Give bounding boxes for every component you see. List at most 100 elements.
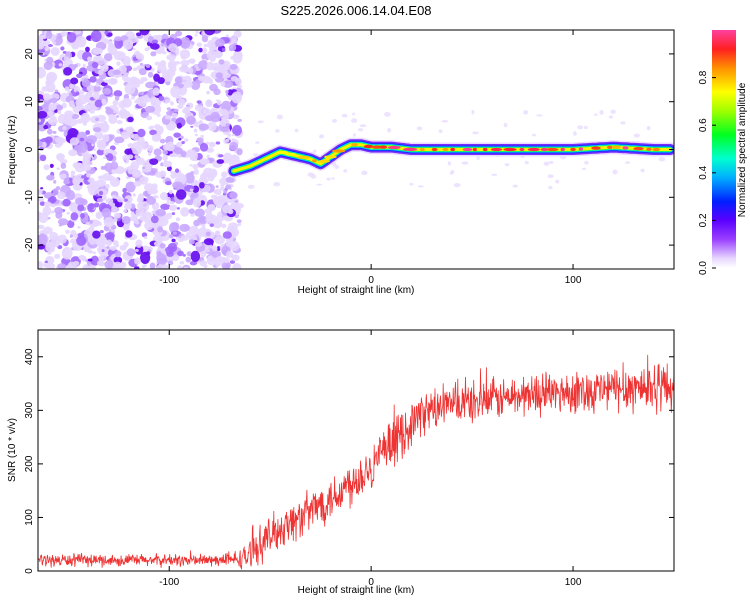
noise-speckle	[78, 254, 86, 261]
noise-speckle	[194, 34, 198, 37]
faint-speckle	[275, 129, 280, 133]
noise-speckle	[96, 149, 105, 156]
faint-speckle	[257, 120, 264, 124]
noise-speckle	[74, 30, 82, 35]
faint-speckle	[633, 133, 640, 138]
noise-speckle	[181, 55, 187, 60]
noise-speckle	[146, 115, 153, 121]
noise-speckle	[87, 249, 94, 254]
faint-speckle	[555, 179, 560, 184]
noise-speckle	[190, 250, 201, 263]
colorbar-tick-label: 0.8	[698, 70, 709, 84]
noise-speckle	[186, 115, 196, 125]
noise-speckle	[174, 168, 180, 173]
noise-speckle	[107, 77, 118, 85]
noise-speckle	[170, 222, 180, 230]
noise-speckle	[84, 104, 92, 111]
noise-speckle	[95, 179, 107, 187]
noise-speckle	[229, 241, 240, 252]
noise-speckle	[199, 158, 210, 165]
noise-speckle	[229, 260, 236, 264]
noise-speckle	[101, 207, 112, 218]
noise-speckle	[196, 100, 202, 104]
noise-speckle	[49, 163, 54, 169]
noise-speckle	[225, 123, 231, 127]
noise-speckle	[43, 93, 51, 101]
ridge-hotspot	[431, 147, 438, 152]
noise-speckle	[47, 117, 58, 126]
faint-speckle	[523, 110, 529, 115]
noise-speckle	[96, 142, 105, 149]
noise-speckle	[143, 183, 155, 192]
noise-speckle	[155, 208, 167, 217]
noise-speckle	[127, 116, 134, 123]
noise-speckle	[53, 180, 57, 184]
ridge-hotspot	[570, 147, 576, 152]
noise-speckle	[95, 57, 107, 66]
noise-speckle	[200, 47, 208, 54]
noise-speckle	[166, 54, 177, 61]
faint-speckle	[646, 125, 651, 131]
noise-speckle	[123, 60, 131, 67]
noise-speckle	[110, 206, 119, 213]
ridge-hotspot	[318, 159, 330, 163]
ridge-hotspot	[419, 147, 425, 152]
faint-speckle	[352, 112, 356, 116]
noise-speckle	[109, 177, 121, 188]
noise-speckle	[225, 250, 234, 259]
noise-speckle	[100, 81, 108, 87]
noise-speckle	[144, 105, 156, 113]
noise-speckle	[134, 257, 141, 265]
noise-speckle	[178, 65, 190, 73]
noise-speckle	[70, 229, 77, 236]
noise-speckle	[46, 74, 56, 85]
noise-speckle	[147, 71, 154, 78]
faint-speckle	[503, 122, 508, 128]
noise-speckle	[231, 254, 240, 262]
noise-speckle	[86, 135, 98, 144]
bottom-y-tick-label: 400	[24, 348, 35, 365]
noise-speckle	[144, 221, 154, 231]
bottom-y-axis: 0 100 200 300 400	[24, 348, 674, 574]
noise-speckle	[48, 103, 57, 111]
noise-speckle	[176, 122, 182, 129]
snr-background	[38, 330, 674, 571]
snr-frame	[37, 329, 675, 572]
noise-speckle	[235, 202, 244, 209]
noise-speckle	[70, 170, 76, 176]
colorbar-gradient	[712, 30, 736, 268]
noise-speckle	[218, 154, 224, 158]
noise-speckle	[40, 34, 48, 40]
ridge-hotspot	[442, 147, 449, 152]
noise-speckle	[89, 219, 93, 224]
noise-speckle	[181, 140, 185, 145]
noise-speckle	[132, 47, 136, 51]
noise-speckle	[211, 171, 217, 176]
noise-speckle	[47, 128, 53, 135]
spectral-ridge-layer	[226, 137, 674, 178]
ridge-hotspot	[490, 147, 503, 152]
noise-speckle	[117, 197, 125, 203]
faint-speckle	[294, 128, 299, 133]
noise-speckle	[57, 110, 62, 115]
faint-speckle	[307, 172, 315, 177]
noise-speckle	[63, 179, 71, 185]
noise-speckle	[104, 30, 109, 35]
bottom-x-axis: -100 0 100	[159, 330, 582, 588]
noise-speckle	[93, 148, 97, 151]
top-x-tick-label: 0	[368, 275, 374, 286]
bottom-x-tick-label: 100	[565, 577, 582, 588]
noise-speckle	[168, 234, 174, 239]
noise-speckle	[149, 125, 154, 129]
noise-speckle	[96, 260, 104, 266]
noise-speckle	[200, 172, 208, 181]
noise-speckle	[135, 32, 142, 37]
noise-speckle	[105, 246, 110, 249]
noise-speckle	[199, 181, 205, 189]
noise-speckle	[106, 153, 114, 162]
noise-speckle	[222, 80, 234, 88]
noise-speckle	[162, 160, 173, 168]
noise-speckle	[165, 98, 170, 104]
noise-speckle	[131, 141, 143, 155]
noise-speckle	[167, 260, 174, 266]
